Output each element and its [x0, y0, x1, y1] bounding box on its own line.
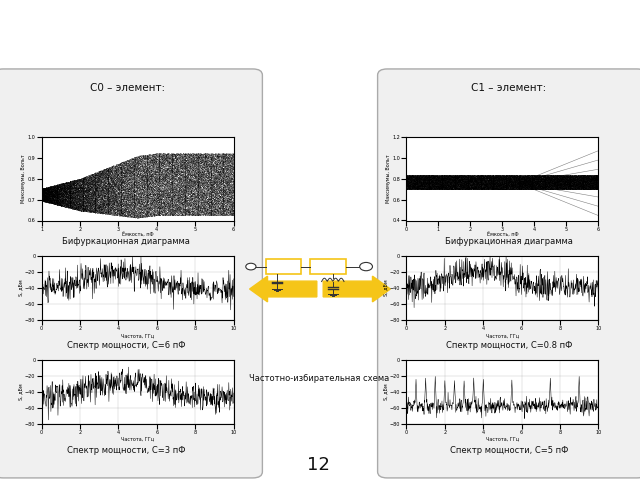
Text: Спектр мощности, С=3 пФ: Спектр мощности, С=3 пФ: [67, 445, 186, 455]
Text: Анализ режимов работы генератора при допустимых: Анализ режимов работы генератора при доп…: [92, 13, 548, 29]
Circle shape: [246, 263, 256, 270]
Text: отклонениях в номиналах элементов: отклонениях в номиналах элементов: [163, 41, 477, 56]
FancyBboxPatch shape: [378, 69, 640, 478]
Text: Бифуркационная диаграмма: Бифуркационная диаграмма: [445, 237, 573, 246]
Y-axis label: S, дБм: S, дБм: [383, 280, 388, 296]
FancyBboxPatch shape: [0, 69, 262, 478]
Bar: [310, 259, 346, 275]
Y-axis label: S, дБм: S, дБм: [19, 384, 24, 400]
Bar: [266, 259, 301, 275]
Y-axis label: S, дБм: S, дБм: [19, 280, 24, 296]
Text: С0 – элемент:: С0 – элемент:: [90, 83, 166, 93]
Text: Спектр мощности, С=5 пФ: Спектр мощности, С=5 пФ: [450, 445, 568, 455]
Text: Спектр мощности, С=0.8 пФ: Спектр мощности, С=0.8 пФ: [445, 341, 572, 349]
X-axis label: Частота, ГГц: Частота, ГГц: [121, 333, 154, 338]
X-axis label: Ёмкость, пФ: Ёмкость, пФ: [122, 233, 154, 238]
Text: Спектр мощности, С=6 пФ: Спектр мощности, С=6 пФ: [67, 341, 186, 349]
Text: С1 – элемент:: С1 – элемент:: [471, 83, 547, 93]
FancyArrow shape: [323, 276, 390, 302]
FancyArrow shape: [250, 276, 317, 302]
X-axis label: Частота, ГГц: Частота, ГГц: [486, 333, 519, 338]
X-axis label: Ёмкость, пФ: Ёмкость, пФ: [486, 233, 518, 238]
Text: 12: 12: [307, 456, 330, 474]
Y-axis label: Максимумы, Вольт: Максимумы, Вольт: [386, 155, 391, 204]
Circle shape: [360, 263, 372, 271]
Y-axis label: S, дБм: S, дБм: [383, 384, 388, 400]
Y-axis label: Максимумы, Вольт: Максимумы, Вольт: [21, 155, 26, 204]
X-axis label: Частота, ГГц: Частота, ГГц: [486, 437, 519, 442]
Text: Частотно-избирательная схема: Частотно-избирательная схема: [248, 374, 389, 383]
Text: Бифуркационная диаграмма: Бифуркационная диаграмма: [62, 237, 190, 246]
X-axis label: Частота, ГГц: Частота, ГГц: [121, 437, 154, 442]
